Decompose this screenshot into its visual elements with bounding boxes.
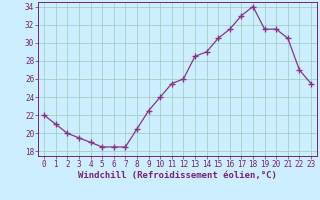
X-axis label: Windchill (Refroidissement éolien,°C): Windchill (Refroidissement éolien,°C) — [78, 171, 277, 180]
